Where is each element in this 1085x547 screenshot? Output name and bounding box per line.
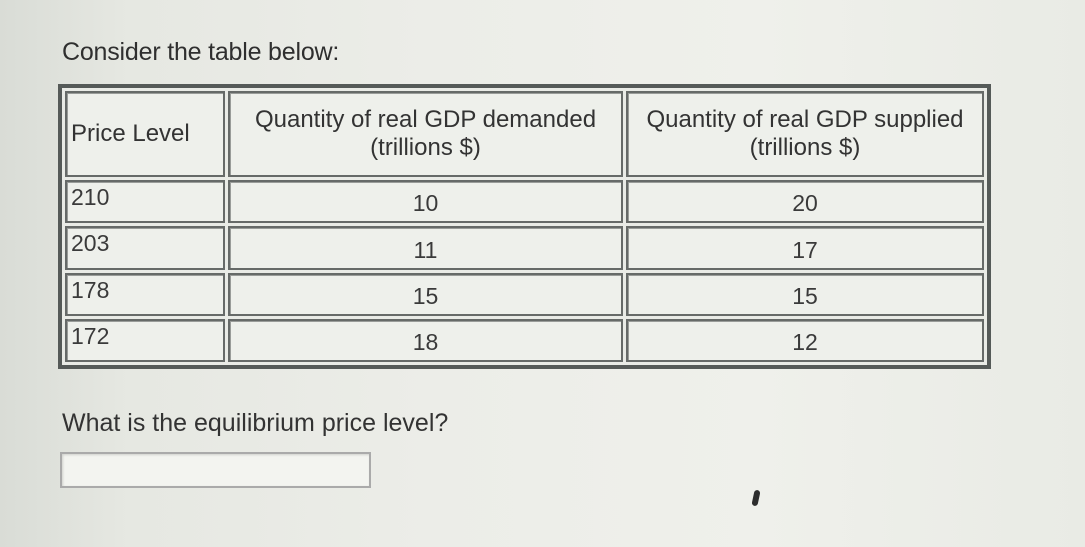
cell-gdp-supplied: 20 [626, 180, 984, 224]
answer-input[interactable] [60, 452, 371, 488]
header-gdp-demanded: Quantity of real GDP demanded (trillions… [228, 91, 623, 177]
cell-gdp-demanded: 11 [228, 226, 623, 270]
gdp-table: Price Level Quantity of real GDP demande… [62, 88, 987, 365]
header-supplied-label: Quantity of real GDP supplied [646, 106, 964, 133]
cell-price-level: 172 [65, 318, 225, 362]
cell-gdp-supplied: 15 [626, 272, 984, 316]
intro-text: Consider the table below: [62, 38, 340, 66]
question-text: What is the equilibrium price level? [62, 409, 449, 437]
cell-gdp-demanded: 18 [228, 318, 623, 362]
header-demanded-label: Quantity of real GDP demanded [254, 106, 597, 133]
table-row: 203 11 17 [65, 226, 984, 270]
mouse-cursor-icon [751, 489, 761, 507]
table-row: 172 18 12 [65, 318, 984, 362]
cell-price-level: 210 [65, 180, 225, 224]
cell-gdp-supplied: 17 [626, 226, 984, 270]
cell-gdp-demanded: 15 [228, 272, 623, 316]
header-price-level: Price Level [65, 91, 225, 177]
cell-gdp-supplied: 12 [626, 318, 984, 362]
header-demanded-unit: (trillions $) [370, 134, 481, 161]
header-gdp-supplied: Quantity of real GDP supplied (trillions… [626, 91, 984, 177]
table-row: 210 10 20 [65, 180, 984, 224]
header-price-label: Price Level [71, 120, 190, 147]
cell-price-level: 178 [65, 272, 225, 316]
table-header-row: Price Level Quantity of real GDP demande… [65, 91, 984, 177]
table-row: 178 15 15 [65, 272, 984, 316]
cell-price-level: 203 [65, 226, 225, 270]
header-supplied-unit: (trillions $) [749, 134, 861, 161]
gdp-table-container: Price Level Quantity of real GDP demande… [58, 84, 991, 369]
cell-gdp-demanded: 10 [228, 180, 623, 224]
